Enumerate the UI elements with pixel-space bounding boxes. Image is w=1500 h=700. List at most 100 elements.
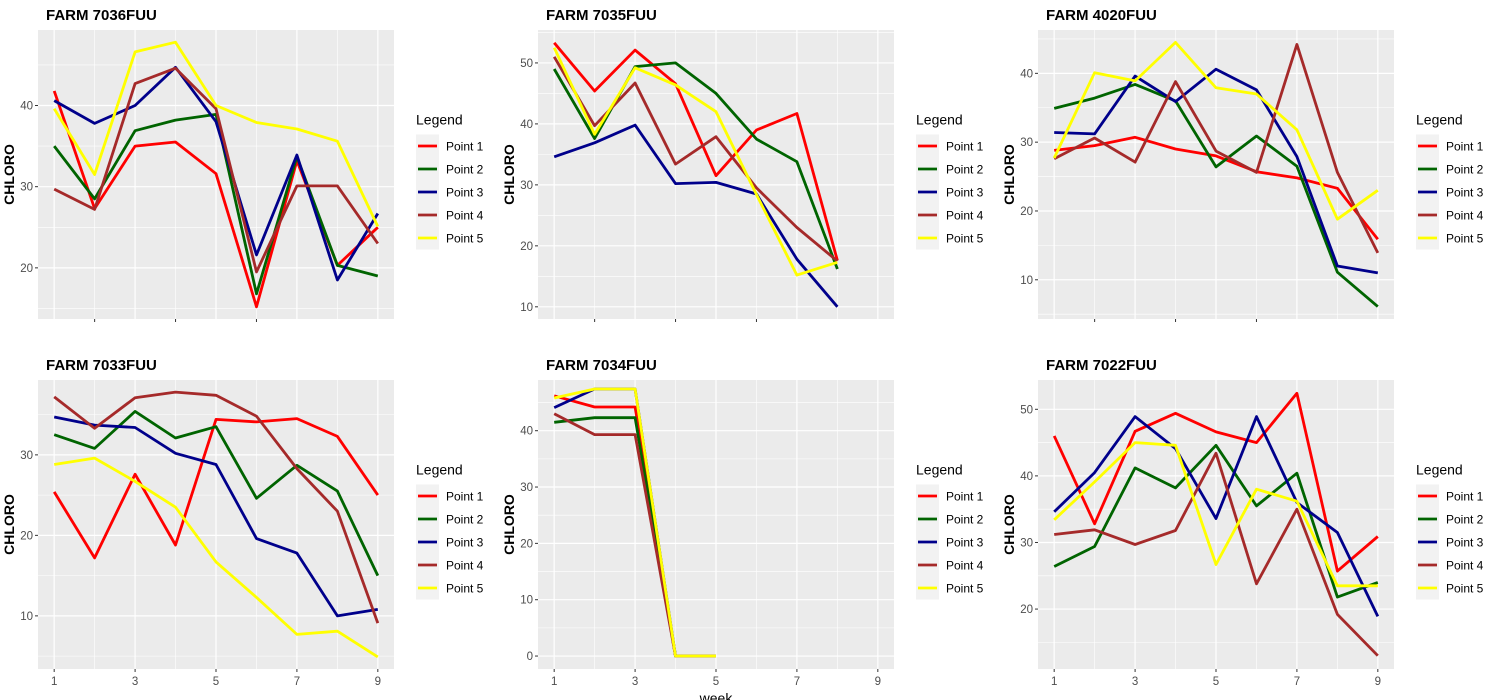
y-tick-label: 10	[1020, 275, 1033, 287]
legend-label: Point 4	[1446, 209, 1484, 223]
x-tick-label: 1	[51, 676, 57, 688]
y-tick-label: 40	[1020, 68, 1033, 80]
y-tick-label: 20	[520, 241, 533, 253]
x-tick-label: 3	[1132, 676, 1138, 688]
chart-panel: FARM 7033FUU 10 20 30 1 3 5 7 9 CHLORO Legend Point…	[1, 357, 484, 688]
legend-title: Legend	[1416, 112, 1463, 128]
chart-panel: FARM 7022FUU 20 30 40 50 1 3 5 7 9 CHLORO Legend Poi…	[1001, 357, 1484, 688]
x-tick-label: 1	[1051, 676, 1057, 688]
legend-label: Point 3	[446, 536, 484, 550]
x-tick-label: 5	[713, 676, 719, 688]
y-tick-label: 0	[527, 651, 533, 663]
chart-title: FARM 7033FUU	[46, 357, 157, 374]
x-tick-label: 9	[1375, 676, 1381, 688]
legend-label: Point 4	[446, 209, 484, 223]
legend-label: Point 1	[946, 490, 984, 504]
series-line-5	[553, 387, 716, 658]
legend-label: Point 5	[1446, 582, 1484, 596]
chart-panel: FARM 7034FUU 0 10 20 30 40 1 3 5 7 9 CHLORO week Lege…	[501, 357, 984, 700]
legend-label: Point 5	[946, 232, 984, 246]
legend-label: Point 2	[446, 513, 484, 527]
legend-label: Point 2	[1446, 513, 1484, 527]
y-tick-label: 20	[20, 263, 33, 275]
chart-title: FARM 7035FUU	[546, 7, 657, 24]
chart-panel: FARM 7036FUU 20 30 40 CHLORO Legend Point 1 Poi…	[1, 7, 484, 322]
series-line-2	[552, 61, 839, 270]
y-tick-label: 10	[20, 611, 33, 623]
legend-title: Legend	[916, 112, 963, 128]
legend-title: Legend	[416, 112, 463, 128]
y-tick-label: 30	[20, 450, 33, 462]
legend-label: Point 4	[946, 559, 984, 573]
legend-label: Point 4	[446, 559, 484, 573]
chart-panel: FARM 7035FUU 10 20 30 40 50 CHLORO Legend Point …	[501, 7, 984, 322]
series-line-5	[53, 456, 379, 659]
series-line-1	[553, 41, 839, 261]
x-tick-label: 7	[294, 676, 300, 688]
x-tick-label: 1	[551, 676, 557, 688]
legend-label: Point 3	[1446, 186, 1484, 200]
x-tick-label: 3	[632, 676, 638, 688]
legend-label: Point 4	[946, 209, 984, 223]
x-tick-label: 3	[132, 676, 138, 688]
chart-title: FARM 7034FUU	[546, 357, 657, 374]
y-tick-label: 10	[520, 302, 533, 314]
legend-label: Point 5	[446, 232, 484, 246]
series-line-3	[1054, 67, 1379, 275]
series-line-5	[53, 40, 380, 228]
y-tick-label: 30	[1020, 137, 1033, 149]
x-axis-label: week	[699, 690, 734, 700]
legend-label: Point 2	[946, 513, 984, 527]
series-line-4	[53, 66, 379, 274]
legend-label: Point 2	[446, 163, 484, 177]
series-line-4	[53, 390, 380, 624]
x-tick-label: 7	[794, 676, 800, 688]
y-axis-label: CHLORO	[501, 144, 517, 205]
y-tick-label: 30	[1020, 537, 1033, 549]
series-line-4	[1053, 43, 1380, 254]
chart-title: FARM 7036FUU	[46, 7, 157, 24]
y-axis-label: CHLORO	[1, 494, 17, 555]
legend-label: Point 5	[446, 582, 484, 596]
series-line-3	[53, 65, 379, 282]
legend-title: Legend	[916, 462, 963, 478]
y-tick-label: 40	[520, 119, 533, 131]
y-tick-label: 20	[20, 530, 33, 542]
legend-label: Point 3	[946, 536, 984, 550]
legend-title: Legend	[1416, 462, 1463, 478]
legend-label: Point 2	[946, 163, 984, 177]
legend-title: Legend	[416, 462, 463, 478]
series-line-2	[1053, 83, 1379, 308]
legend-label: Point 1	[446, 140, 484, 154]
series-line-1	[1052, 391, 1379, 573]
legend-label: Point 5	[946, 582, 984, 596]
legend-label: Point 5	[1446, 232, 1484, 246]
x-tick-label: 9	[375, 676, 381, 688]
legend-label: Point 1	[1446, 140, 1484, 154]
y-axis-label: CHLORO	[1, 144, 17, 205]
chart-title: FARM 4020FUU	[1046, 7, 1157, 24]
y-tick-label: 10	[520, 595, 533, 607]
series-line-4	[1054, 451, 1379, 657]
legend-label: Point 1	[446, 490, 484, 504]
y-tick-label: 40	[520, 426, 533, 438]
chart-panel: FARM 4020FUU 10 20 30 40 CHLORO Legend Point 1 P…	[1001, 7, 1484, 322]
x-tick-label: 5	[213, 676, 219, 688]
y-axis-label: CHLORO	[501, 494, 517, 555]
y-tick-label: 40	[1020, 471, 1033, 483]
legend-label: Point 4	[1446, 559, 1484, 573]
y-axis-label: CHLORO	[1001, 144, 1017, 205]
legend-label: Point 2	[1446, 163, 1484, 177]
x-tick-label: 5	[1213, 676, 1219, 688]
y-tick-label: 40	[20, 100, 33, 112]
series-line-5	[552, 47, 838, 277]
series-line-4	[552, 56, 839, 263]
series-line-2	[53, 409, 380, 577]
y-tick-label: 20	[1020, 206, 1033, 218]
chart-title: FARM 7022FUU	[1046, 357, 1157, 374]
series-line-1	[53, 417, 379, 560]
legend-label: Point 1	[946, 140, 984, 154]
legend-label: Point 1	[1446, 490, 1484, 504]
y-tick-label: 20	[520, 538, 533, 550]
